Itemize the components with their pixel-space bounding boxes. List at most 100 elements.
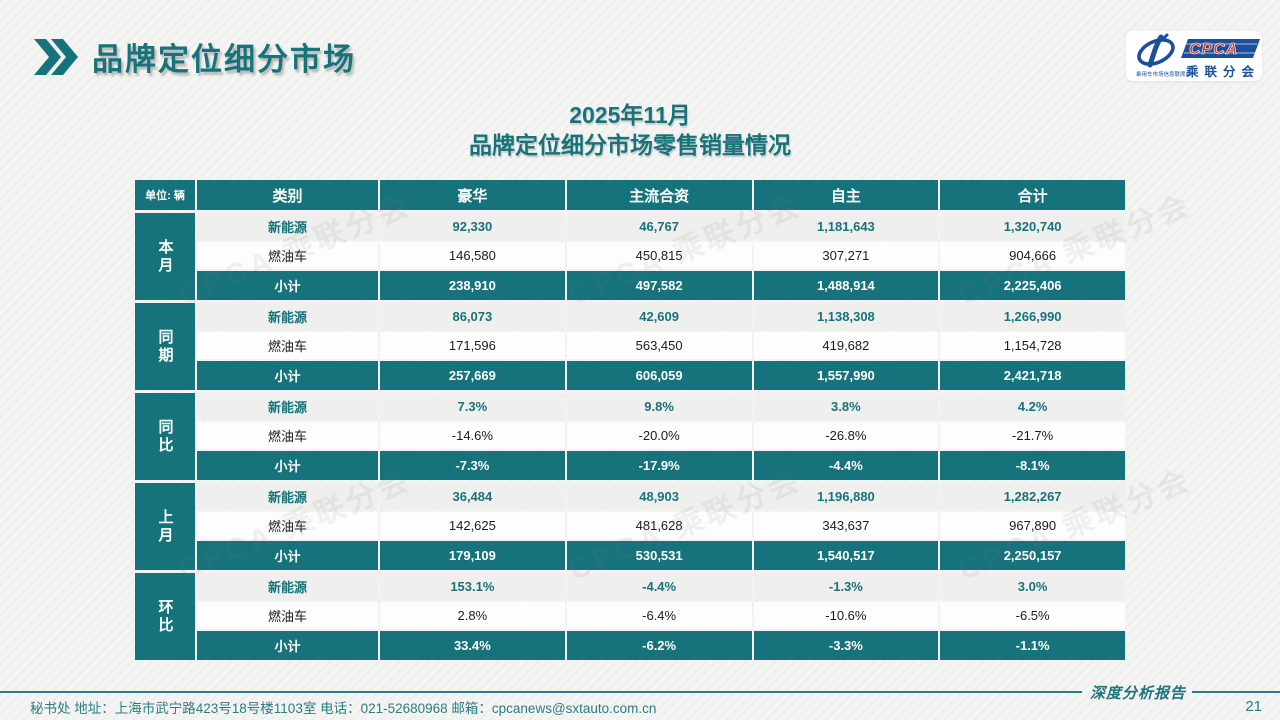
- table-title: 2025年11月 品牌定位细分市场零售销量情况: [135, 100, 1125, 160]
- table-cell: 171,596: [380, 332, 565, 359]
- table-group-mom: 环比 新能源 153.1% -4.4% -1.3% 3.0% 燃油车 2.8% …: [135, 573, 1125, 660]
- table-cell: 343,637: [753, 512, 939, 539]
- table-cell: -4.4%: [753, 451, 939, 480]
- row-label: 燃油车: [197, 422, 378, 449]
- table-cell: -1.1%: [940, 631, 1125, 660]
- table-cell: 1,557,990: [753, 361, 939, 390]
- col-header-category: 类别: [197, 180, 378, 210]
- table-cell: 42,609: [566, 303, 752, 330]
- table-cell: -6.4%: [566, 602, 752, 629]
- cpca-logo: 乘用车市场信息联席会 CPCA 乘联分会: [1126, 31, 1262, 81]
- table-cell: -10.6%: [753, 602, 939, 629]
- table-cell: 4.2%: [940, 393, 1125, 420]
- row-label: 新能源: [197, 213, 378, 240]
- row-label: 燃油车: [197, 512, 378, 539]
- footer-report-type: 深度分析报告: [1089, 684, 1186, 702]
- row-label: 小计: [197, 541, 378, 570]
- table-cell: 530,531: [566, 541, 752, 570]
- table-cell: 1,282,267: [940, 483, 1125, 510]
- table-cell: -21.7%: [940, 422, 1125, 449]
- table-cell: -14.6%: [380, 422, 565, 449]
- table-cell: 419,682: [753, 332, 939, 359]
- row-label: 新能源: [197, 573, 378, 600]
- group-label: 本月: [135, 213, 195, 300]
- table-cell: -3.3%: [753, 631, 939, 660]
- table-group-current-month: 本月 新能源 92,330 46,767 1,181,643 1,320,740…: [135, 213, 1125, 300]
- table-cell: 48,903: [566, 483, 752, 510]
- group-label: 环比: [135, 573, 195, 660]
- table-cell: 1,320,740: [940, 213, 1125, 240]
- table-cell: 257,669: [380, 361, 565, 390]
- table-cell: -7.3%: [380, 451, 565, 480]
- table-cell: 967,890: [940, 512, 1125, 539]
- table-cell: 1,266,990: [940, 303, 1125, 330]
- table-cell: 3.8%: [753, 393, 939, 420]
- table-title-line2: 品牌定位细分市场零售销量情况: [469, 132, 791, 158]
- row-label: 燃油车: [197, 332, 378, 359]
- table-cell: 2,250,157: [940, 541, 1125, 570]
- page-number: 21: [1245, 698, 1262, 715]
- table-cell: 2.8%: [380, 602, 565, 629]
- table-cell: -6.5%: [940, 602, 1125, 629]
- logo-tiny-caption: 乘用车市场信息联席会: [1136, 70, 1192, 78]
- cpca-logo-graphic: 乘用车市场信息联席会 CPCA 乘联分会: [1136, 33, 1260, 79]
- table-cell: -6.2%: [566, 631, 752, 660]
- table-cell: 481,628: [566, 512, 752, 539]
- table-cell: -1.3%: [753, 573, 939, 600]
- table-cell: 146,580: [380, 242, 565, 269]
- table-cell: 179,109: [380, 541, 565, 570]
- table-cell: -26.8%: [753, 422, 939, 449]
- table-cell: 2,421,718: [940, 361, 1125, 390]
- sales-table: 单位: 辆 类别 豪华 主流合资 自主 合计 本月 新能源 92,330 46,…: [135, 180, 1125, 663]
- table-cell: 9.8%: [566, 393, 752, 420]
- table-cell: 1,154,728: [940, 332, 1125, 359]
- table-cell: 36,484: [380, 483, 565, 510]
- logo-branch-name: 乘联分会: [1185, 64, 1260, 79]
- table-cell: 497,582: [566, 271, 752, 300]
- table-cell: -8.1%: [940, 451, 1125, 480]
- table-cell: 904,666: [940, 242, 1125, 269]
- table-group-last-month: 上月 新能源 36,484 48,903 1,196,880 1,282,267…: [135, 483, 1125, 570]
- table-group-same-period: 同期 新能源 86,073 42,609 1,138,308 1,266,990…: [135, 303, 1125, 390]
- col-header-luxury: 豪华: [380, 180, 565, 210]
- table-cell: 86,073: [380, 303, 565, 330]
- table-cell: 3.0%: [940, 573, 1125, 600]
- page-title: 品牌定位细分市场: [92, 42, 356, 77]
- table-cell: -4.4%: [566, 573, 752, 600]
- table-cell: 450,815: [566, 242, 752, 269]
- footer-divider-right: [1192, 691, 1280, 693]
- table-cell: 142,625: [380, 512, 565, 539]
- row-label: 燃油车: [197, 242, 378, 269]
- footer-contact-info: 秘书处 地址：上海市武宁路423号18号楼1103室 电话：021-526809…: [30, 701, 657, 716]
- table-group-yoy: 同比 新能源 7.3% 9.8% 3.8% 4.2% 燃油车 -14.6% -2…: [135, 393, 1125, 480]
- table-cell: 1,488,914: [753, 271, 939, 300]
- col-header-total: 合计: [940, 180, 1125, 210]
- table-cell: 46,767: [566, 213, 752, 240]
- footer-divider-left: [0, 691, 1082, 693]
- table-cell: 1,181,643: [753, 213, 939, 240]
- table-cell: 153.1%: [380, 573, 565, 600]
- table-title-line1: 2025年11月: [569, 102, 691, 128]
- table-cell: 1,540,517: [753, 541, 939, 570]
- table-header-row: 单位: 辆 类别 豪华 主流合资 自主 合计: [135, 180, 1125, 210]
- row-label: 小计: [197, 361, 378, 390]
- table-cell: 33.4%: [380, 631, 565, 660]
- row-label: 新能源: [197, 393, 378, 420]
- table-cell: 307,271: [753, 242, 939, 269]
- group-label: 上月: [135, 483, 195, 570]
- row-label: 新能源: [197, 483, 378, 510]
- table-cell: 606,059: [566, 361, 752, 390]
- unit-label: 单位: 辆: [135, 180, 195, 210]
- table-cell: 92,330: [380, 213, 565, 240]
- page-header: 品牌定位细分市场: [34, 34, 356, 79]
- table-cell: 1,138,308: [753, 303, 939, 330]
- table-cell: 238,910: [380, 271, 565, 300]
- col-header-mainstream-jv: 主流合资: [566, 180, 752, 210]
- double-chevron-icon: [34, 38, 78, 75]
- row-label: 小计: [197, 271, 378, 300]
- row-label: 小计: [197, 451, 378, 480]
- row-label: 燃油车: [197, 602, 378, 629]
- table-cell: 1,196,880: [753, 483, 939, 510]
- table-cell: -20.0%: [566, 422, 752, 449]
